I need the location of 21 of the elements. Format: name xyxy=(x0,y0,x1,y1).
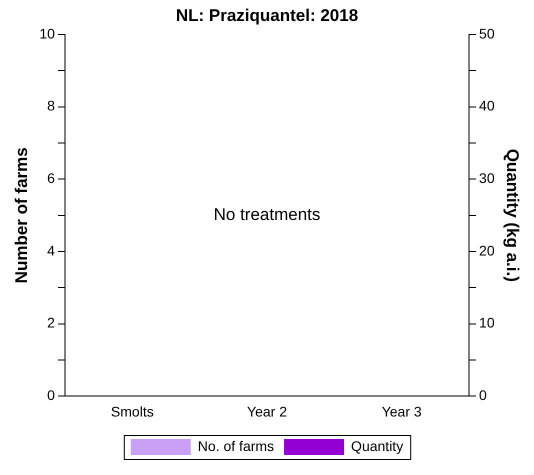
y2-tick-label: 30 xyxy=(479,170,495,186)
y2-tick-label: 40 xyxy=(479,98,495,114)
legend-label: Quantity xyxy=(351,438,404,454)
x-tick-label: Smolts xyxy=(110,403,154,420)
annotation: No treatments xyxy=(214,204,320,224)
y-tick-label: 0 xyxy=(47,387,56,404)
legend-label: No. of farms xyxy=(198,438,274,454)
chart-title: NL: Praziquantel: 2018 xyxy=(176,6,358,25)
y2-tick-label: 0 xyxy=(479,387,488,404)
y2-tick-label: 10 xyxy=(479,314,495,331)
y-tick-label: 6 xyxy=(47,170,56,186)
y2-axis-title: Quantity (kg a.i.) xyxy=(503,148,522,282)
y-tick-label: 4 xyxy=(47,242,56,258)
y-tick-label: 2 xyxy=(47,314,56,331)
x-tick-label: Year 3 xyxy=(382,403,422,420)
y-tick-label: 8 xyxy=(47,98,56,114)
y2-tick-label: 20 xyxy=(479,242,495,258)
y-tick-label: 10 xyxy=(39,25,56,42)
x-tick-label: Year 2 xyxy=(247,403,288,420)
y2-tick-label: 50 xyxy=(479,25,495,42)
y-axis-title: Number of farms xyxy=(12,147,31,284)
